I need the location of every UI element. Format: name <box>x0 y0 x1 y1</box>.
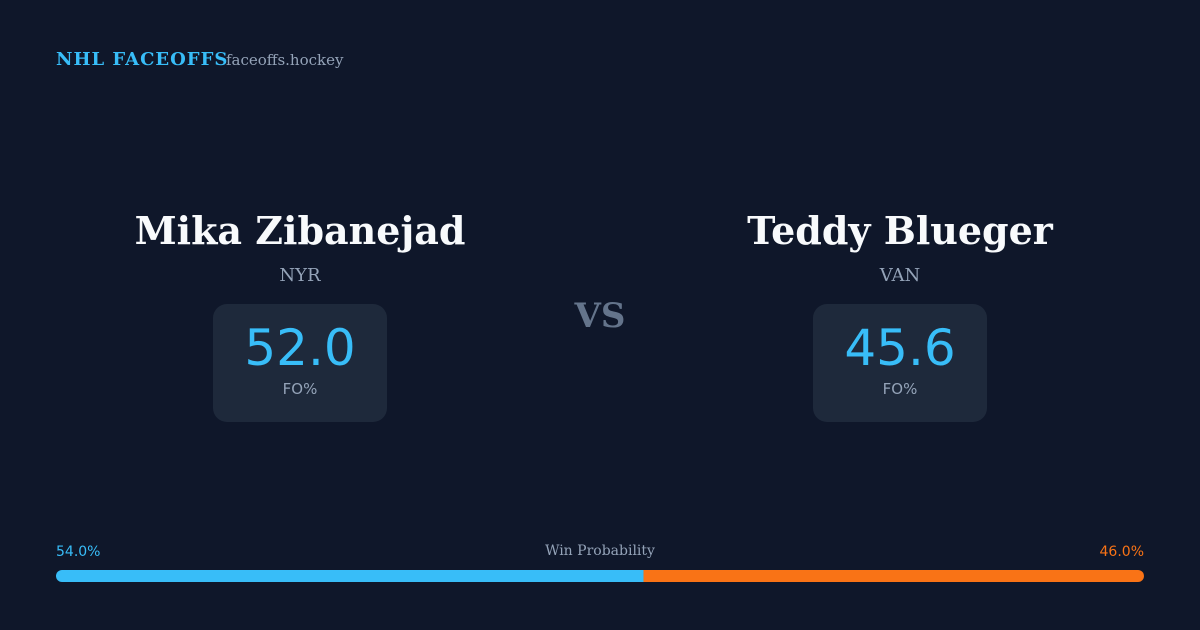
stat-value: 52.0 <box>244 319 356 377</box>
stat-value: 45.6 <box>844 319 956 377</box>
brand-title: NHL FACEOFFS <box>56 49 229 70</box>
win-prob-label: Win Probability <box>545 543 655 559</box>
player-card: Teddy Blueger VAN 45.6 FO% <box>600 205 1200 422</box>
win-prob-segment <box>56 570 644 582</box>
stat-label: FO% <box>882 380 918 398</box>
stat-label: FO% <box>282 380 318 398</box>
site-url: faceoffs.hockey <box>226 51 344 69</box>
win-prob-left: 54.0% <box>56 544 101 560</box>
win-prob-right: 46.0% <box>1099 544 1144 560</box>
versus: VS <box>574 296 626 336</box>
win-prob-bar <box>56 570 1144 582</box>
player-name: Teddy Blueger <box>747 208 1053 253</box>
stat-box: 45.6 FO% <box>813 304 987 422</box>
win-prob-segment <box>643 570 1144 582</box>
team: NYR <box>279 265 321 286</box>
stat-box: 52.0 FO% <box>213 304 387 422</box>
player-card: Mika Zibanejad NYR 52.0 FO% <box>0 205 600 422</box>
team: VAN <box>879 265 921 286</box>
player-name: Mika Zibanejad <box>134 208 466 253</box>
